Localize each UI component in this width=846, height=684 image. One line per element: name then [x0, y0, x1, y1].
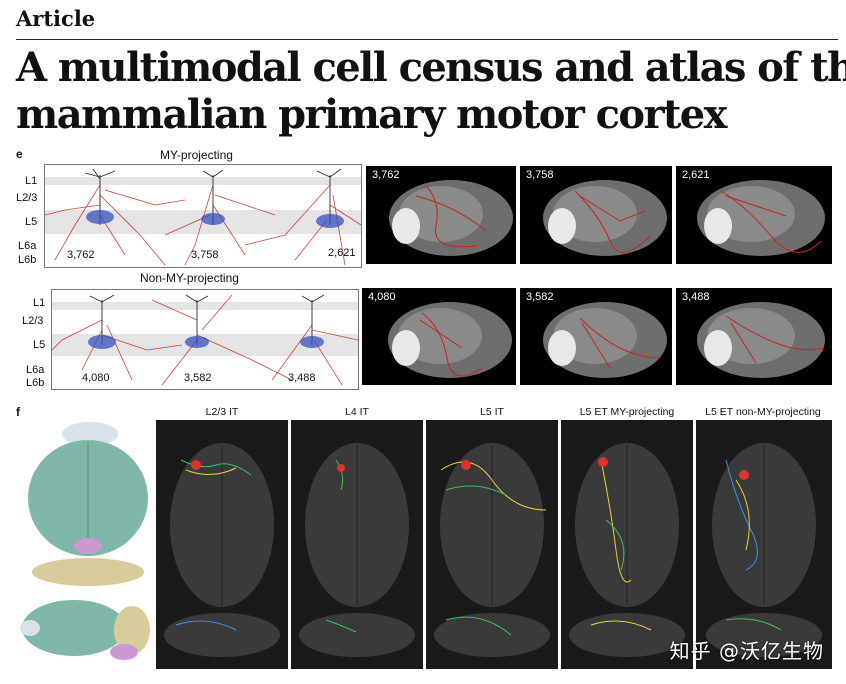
brain-render-non-my-1: 4,080: [362, 288, 516, 385]
brain-count-my-2: 3,758: [526, 169, 554, 181]
neuron-count-non-my-3: 3,488: [288, 372, 316, 384]
panel-letter-e: e: [16, 147, 23, 161]
layer-label-l5: L5: [25, 216, 38, 228]
neuron-count-non-my-1: 4,080: [82, 372, 110, 384]
projection-panel-l4-it: [291, 420, 423, 669]
neuron-traces-non-my: [52, 294, 358, 386]
brain-render-my-2: 3,758: [520, 166, 672, 264]
neuron-morphology-panel-my: 3,762 3,758 2,621: [44, 164, 362, 268]
article-title-line-2: mammalian primary motor cortex: [16, 91, 728, 138]
layer-label-l1: L1: [25, 175, 38, 187]
column-label-l5-it: L5 IT: [480, 406, 504, 418]
atlas-lateral-illustration: [14, 592, 154, 668]
neuron-count-my-1: 3,762: [67, 249, 95, 261]
atlas-dorsal-illustration: [18, 420, 154, 588]
brain-render-my-1: 3,762: [366, 166, 516, 264]
neuron-traces-my: [45, 168, 361, 266]
header-rule: [16, 39, 838, 40]
layer-label-l2-3: L2/3: [16, 192, 38, 204]
article-title-line-1: A multimodal cell census and atlas of th…: [16, 44, 846, 91]
layer-label-l6a: L6a: [18, 240, 37, 252]
neuron-count-my-3: 2,621: [328, 247, 356, 259]
neuron-count-my-2: 3,758: [191, 249, 219, 261]
column-label-l5-et-my: L5 ET MY-projecting: [579, 406, 675, 418]
projection-panel-l23-it: [156, 420, 288, 669]
group-title-non-my: Non-MY-projecting: [140, 271, 239, 285]
article-type-label: Article: [16, 6, 96, 31]
layer-label-l6b: L6b: [18, 254, 37, 266]
column-label-l5-et-non-my: L5 ET non-MY-projecting: [705, 406, 821, 418]
projection-panel-l5-it: [426, 420, 558, 669]
neuron-morphology-panel-non-my: 4,080 3,582 3,488: [51, 289, 359, 390]
layer-label-l5-2: L5: [33, 339, 46, 351]
brain-count-non-my-1: 4,080: [368, 291, 396, 303]
projection-panel-l5-et-non-my: [696, 420, 832, 669]
watermark-text: 知乎 @沃亿生物: [669, 639, 824, 663]
layer-label-l6a-2: L6a: [26, 364, 45, 376]
brain-render-non-my-3: 3,488: [676, 288, 832, 385]
brain-count-my-3: 2,621: [682, 169, 710, 181]
brain-count-my-1: 3,762: [372, 169, 400, 181]
projection-panel-l5-et-my: [561, 420, 693, 669]
group-title-my: MY-projecting: [160, 148, 233, 162]
brain-render-my-3: 2,621: [676, 166, 832, 264]
layer-label-l2-3-2: L2/3: [22, 315, 44, 327]
brain-render-non-my-2: 3,582: [520, 288, 672, 385]
panel-letter-f: f: [16, 405, 20, 419]
brain-count-non-my-2: 3,582: [526, 291, 554, 303]
brain-count-non-my-3: 3,488: [682, 291, 710, 303]
column-label-l4-it: L4 IT: [345, 406, 369, 418]
layer-label-l1-2: L1: [33, 297, 46, 309]
layer-label-l6b-2: L6b: [26, 377, 45, 389]
neuron-count-non-my-2: 3,582: [184, 372, 212, 384]
column-label-l23-it: L2/3 IT: [205, 406, 239, 418]
